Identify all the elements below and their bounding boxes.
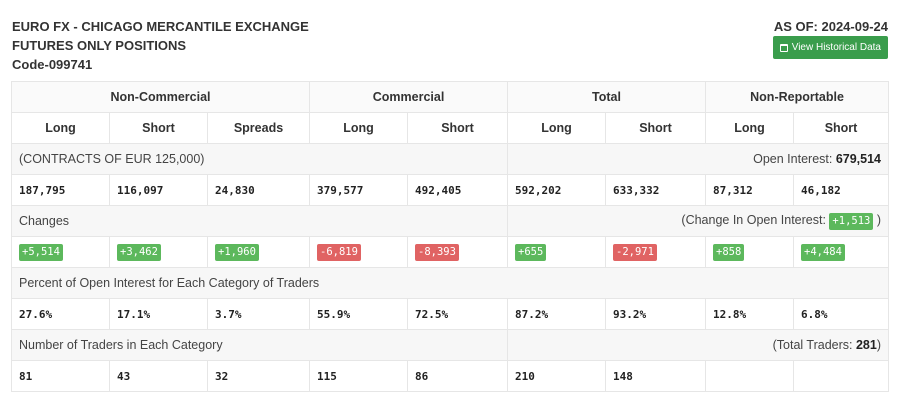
changes-section-row: Changes (Change In Open Interest: +1,513… [10,205,890,237]
table-cell: 55.9% [309,298,409,330]
column-header: Long [11,112,110,144]
table-cell: 24,830 [206,174,311,206]
report-title: EURO FX - CHICAGO MERCANTILE EXCHANGE FU… [12,17,309,74]
table-cell: 379,577 [309,174,409,206]
open-interest-value: 679,514 [835,152,882,166]
traders-label: Number of Traders in Each Category [10,329,509,361]
table-cell: +4,484 [793,236,890,268]
table-cell [793,360,890,392]
table-cell: 72.5% [407,298,509,330]
change-badge: +3,462 [117,243,161,261]
table-cell: +5,514 [11,236,110,268]
column-header: Long [705,112,795,144]
contract-code: Code-099741 [12,57,93,72]
change-badge: +655 [515,243,547,261]
change-badge: +1,960 [215,243,259,261]
table-cell: 46,182 [793,174,890,206]
group-header-non-commercial: Non-Commercial [10,81,311,113]
open-interest: Open Interest: 679,514 [507,143,890,175]
group-header-commercial: Commercial [309,81,509,113]
table-cell: 86 [407,360,509,392]
column-header: Long [507,112,607,144]
contracts-unit-label: (CONTRACTS OF EUR 125,000) [10,143,509,175]
calendar-icon [779,43,788,52]
table-cell: 116,097 [109,174,208,206]
positions-subtitle: FUTURES ONLY POSITIONS [12,38,187,53]
percent-label: Percent of Open Interest for Each Catego… [10,267,890,299]
table-cell: +1,960 [206,236,311,268]
group-header-total: Total [507,81,707,113]
contracts-section-row: (CONTRACTS OF EUR 125,000) Open Interest… [10,143,890,175]
traders-values-row: 81 43 32 115 86 210 148 [11,360,890,392]
table-cell: 592,202 [507,174,607,206]
open-interest-label: Open Interest: [753,152,833,166]
table-cell: 492,405 [407,174,509,206]
table-cell: 93.2% [605,298,707,330]
column-header: Short [793,112,890,144]
total-traders: (Total Traders: 281) [507,329,890,361]
column-header: Short [109,112,208,144]
table-cell: 87.2% [507,298,607,330]
table-cell: -2,971 [605,236,707,268]
table-cell [705,360,795,392]
positions-table: Non-Commercial Commercial Total Non-Repo… [10,81,890,392]
changes-label: Changes [10,205,509,237]
table-cell: +3,462 [109,236,208,268]
table-cell: 12.8% [705,298,795,330]
table-cell: 3.7% [206,298,311,330]
change-badge: +5,514 [19,243,63,261]
total-traders-suffix: ) [876,338,882,352]
table-cell: 148 [605,360,707,392]
table-cell: +655 [507,236,607,268]
change-badge: +858 [713,243,745,261]
change-badge: +4,484 [801,243,845,261]
table-cell: -6,819 [309,236,409,268]
change-in-open-interest: (Change In Open Interest: +1,513 ) [507,205,890,237]
table-cell: 27.6% [11,298,110,330]
change-badge: -6,819 [317,243,361,261]
view-historical-data-button[interactable]: View Historical Data [772,36,888,59]
percent-section-row: Percent of Open Interest for Each Catego… [10,267,890,299]
change-badge: -2,971 [613,243,657,261]
table-cell: -8,393 [407,236,509,268]
table-cell: 32 [206,360,311,392]
column-header-row: Long Short Spreads Long Short Long Short… [11,112,890,144]
changes-values-row: +5,514 +3,462 +1,960 -6,819 -8,393 +655 … [11,236,890,268]
total-traders-prefix: (Total Traders: [772,338,853,352]
table-cell: 187,795 [11,174,110,206]
change-badge: -8,393 [415,243,459,261]
column-header: Spreads [206,112,311,144]
column-header: Long [309,112,409,144]
group-header-row: Non-Commercial Commercial Total Non-Repo… [10,81,890,113]
table-cell: 81 [11,360,110,392]
view-historical-data-label: View Historical Data [791,42,881,53]
table-cell: 17.1% [109,298,208,330]
table-cell: +858 [705,236,795,268]
table-cell: 633,332 [605,174,707,206]
exchange-title: EURO FX - CHICAGO MERCANTILE EXCHANGE [12,19,309,34]
group-header-non-reportable: Non-Reportable [705,81,890,113]
column-header: Short [407,112,509,144]
column-header: Short [605,112,707,144]
table-cell: 115 [309,360,409,392]
as-of-date: AS OF: 2024-09-24 [773,19,888,34]
contracts-values-row: 187,795 116,097 24,830 379,577 492,405 5… [11,174,890,206]
percent-values-row: 27.6% 17.1% 3.7% 55.9% 72.5% 87.2% 93.2%… [11,298,890,330]
table-cell: 43 [109,360,208,392]
change-oi-prefix: (Change In Open Interest: [681,212,826,227]
change-oi-badge: +1,513 [829,212,874,230]
table-cell: 87,312 [705,174,795,206]
table-cell: 210 [507,360,607,392]
table-cell: 6.8% [793,298,890,330]
change-oi-suffix: ) [876,212,882,227]
total-traders-value: 281 [855,338,877,352]
traders-section-row: Number of Traders in Each Category (Tota… [10,329,890,361]
